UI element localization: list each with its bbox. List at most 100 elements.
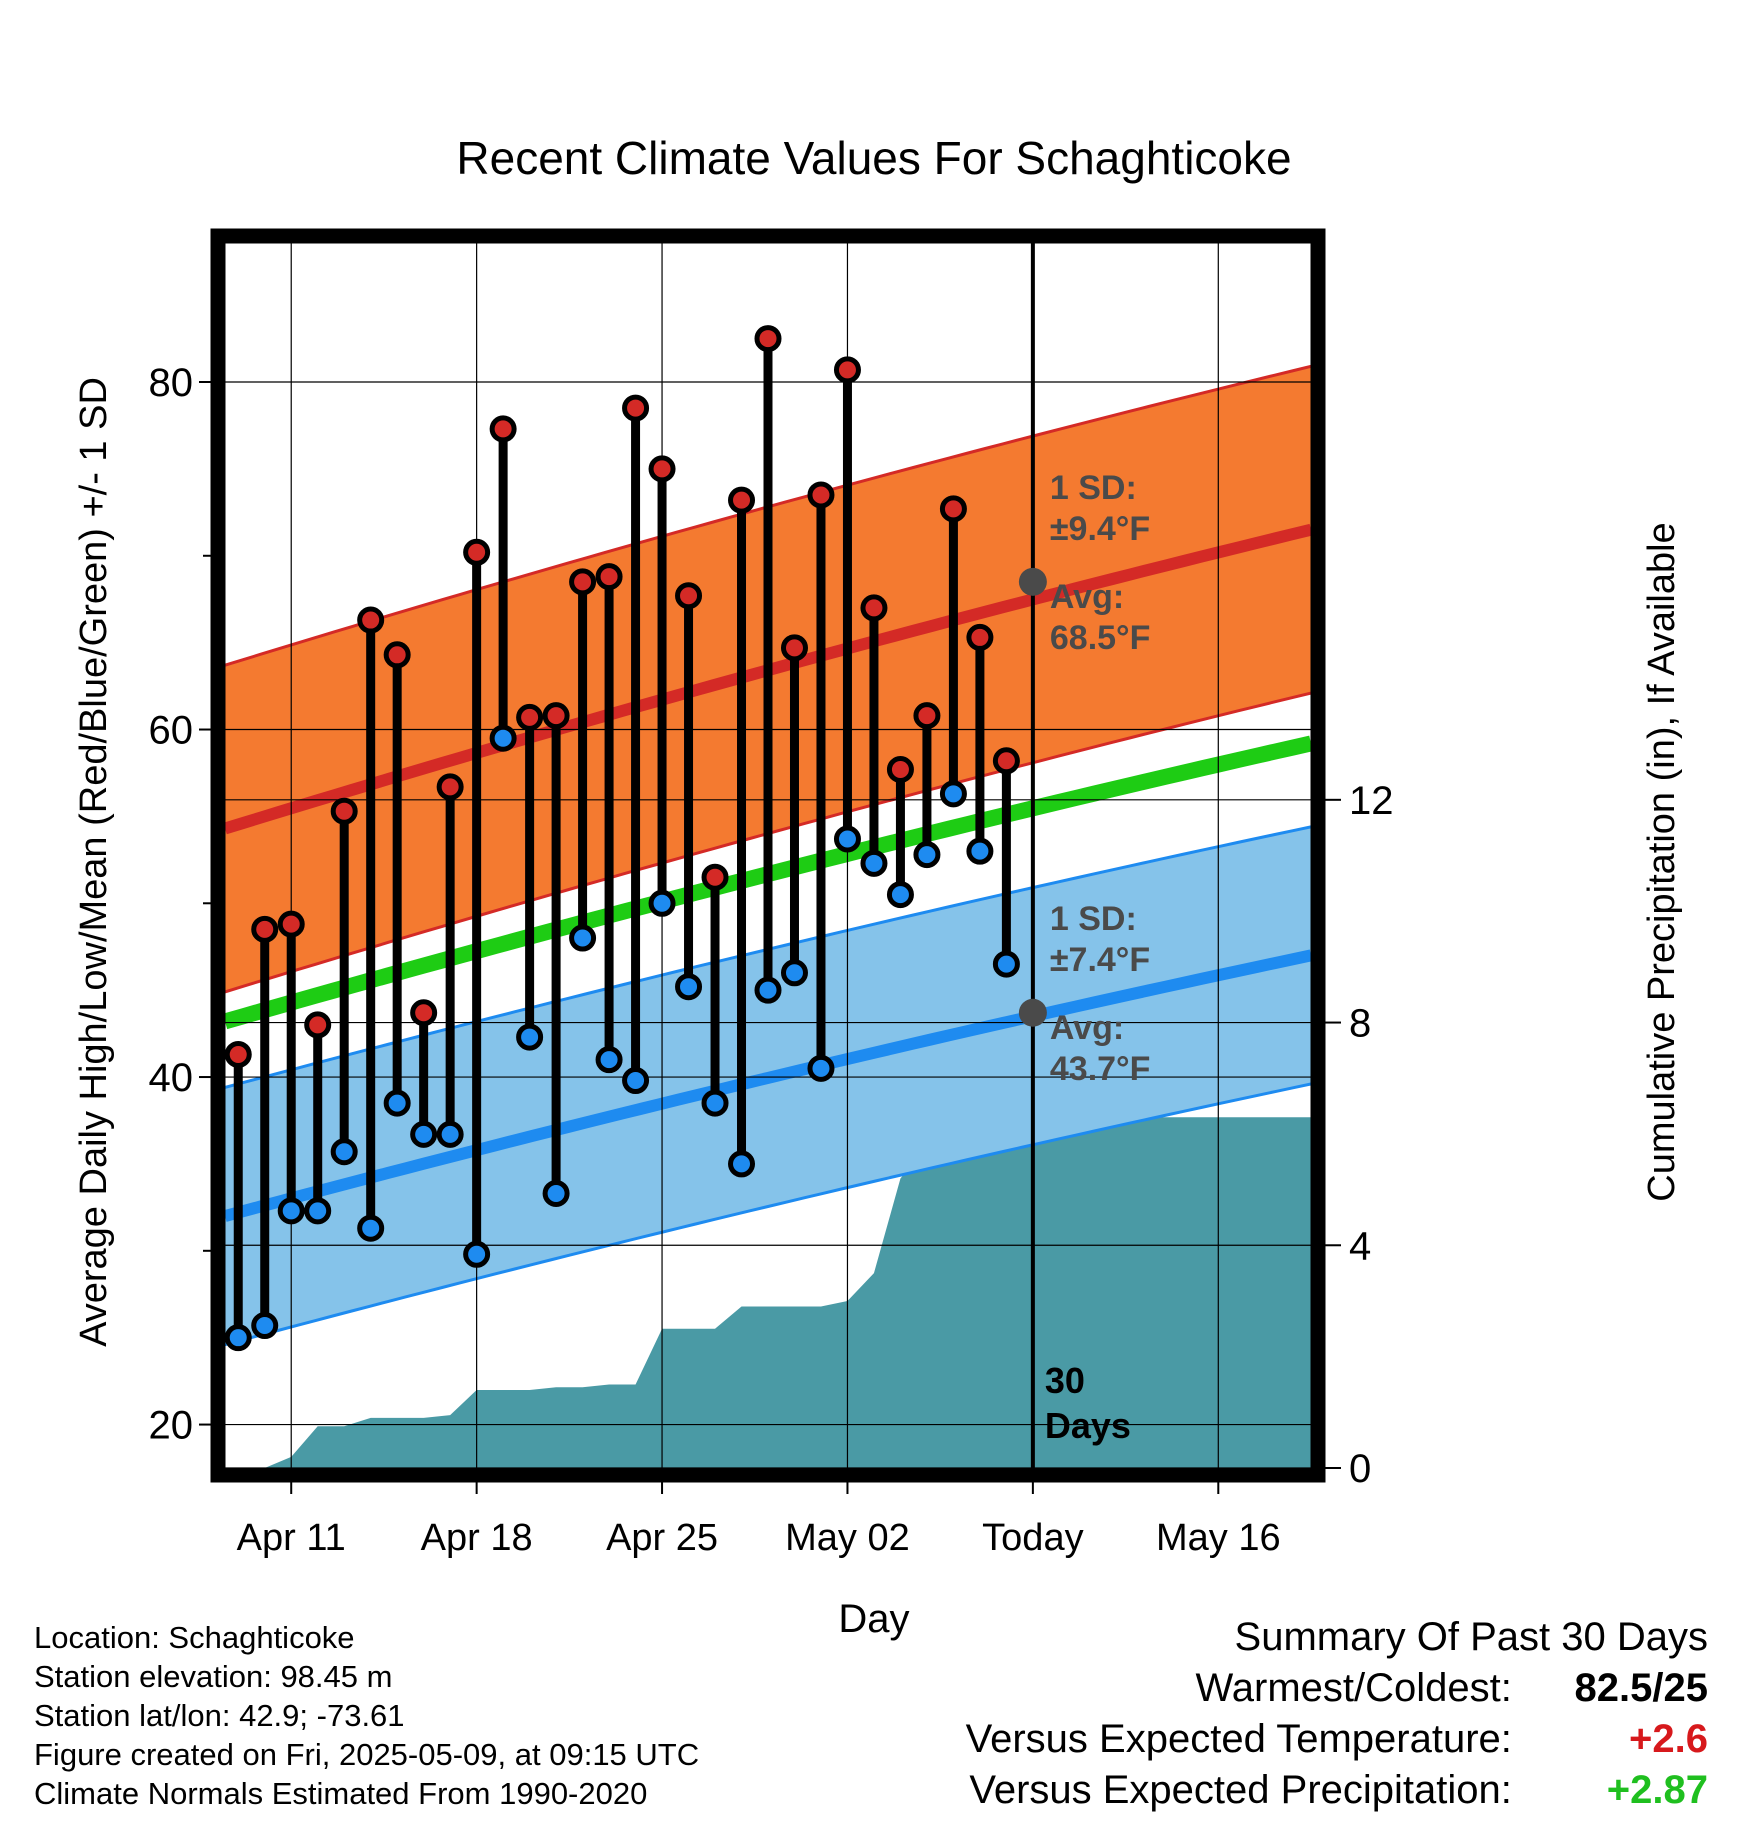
daily-low-point — [410, 1120, 438, 1148]
daily-high-point — [251, 915, 279, 943]
daily-low-point — [542, 1179, 570, 1207]
created-text: Figure created on Fri, 2025-05-09, at 09… — [34, 1737, 700, 1772]
daily-high-point — [436, 773, 464, 801]
low-average-line — [225, 949, 1311, 1222]
plot-area — [225, 243, 1311, 1468]
daily-low-point — [489, 724, 517, 752]
daily-high-point — [357, 606, 385, 634]
temp-departure-row: Versus Expected Temperature: +2.6 — [966, 1714, 1708, 1765]
daily-low-point — [595, 1046, 623, 1074]
high-avg-value: 68.5°F — [1050, 619, 1151, 657]
y-tick-label: 20 — [149, 1404, 194, 1448]
daily-low-point — [383, 1089, 411, 1117]
y-axis-label: Average Daily High/Low/Mean (Red/Blue/Gr… — [73, 377, 115, 1347]
precipitation-area — [225, 1117, 1311, 1468]
x-tick-label: May 16 — [1156, 1517, 1281, 1559]
daily-high-point — [648, 455, 676, 483]
high-avg-label: Avg: — [1050, 578, 1124, 616]
daily-low-point — [675, 973, 703, 1001]
low-avg-label: Avg: — [1050, 1009, 1124, 1047]
warm-cold-row: Warmest/Coldest: 82.5/25 — [966, 1663, 1709, 1714]
x-axis-label: Day — [838, 1597, 909, 1641]
chart-title: Recent Climate Values For Schaghticoke — [456, 132, 1291, 184]
daily-low-point — [886, 881, 914, 909]
daily-low-point — [463, 1240, 491, 1268]
daily-low-point — [966, 837, 994, 865]
daily-low-point — [357, 1214, 385, 1242]
x-tick-label: Apr 18 — [421, 1517, 533, 1559]
daily-low-point — [648, 889, 676, 917]
daily-high-point — [913, 702, 941, 730]
daily-high-point — [992, 747, 1020, 775]
warm-cold-label: Warmest/Coldest: — [1195, 1666, 1512, 1710]
today-days-label: 30 Days — [1045, 1360, 1131, 1446]
daily-low-point — [754, 976, 782, 1004]
today-high-average-point — [1018, 567, 1047, 596]
daily-low-point — [277, 1197, 305, 1225]
daily-high-point — [330, 797, 358, 825]
daily-high-point — [225, 1040, 252, 1068]
daily-high-point — [383, 641, 411, 669]
y-tick-label: 80 — [149, 361, 194, 405]
normals-text: Climate Normals Estimated From 1990-2020 — [34, 1776, 648, 1811]
daily-high-point — [860, 594, 888, 622]
daily-high-point — [489, 415, 517, 443]
y2-tick-label: 8 — [1349, 1002, 1371, 1046]
today-low-average-point — [1018, 998, 1047, 1027]
summary-title: Summary Of Past 30 Days — [1234, 1615, 1708, 1659]
daily-low-point — [436, 1120, 464, 1148]
daily-high-point — [833, 356, 861, 384]
daily-high-point — [410, 999, 438, 1027]
daily-high-point — [569, 568, 597, 596]
y2-tick-label: 4 — [1349, 1224, 1371, 1268]
location-text: Location: Schaghticoke — [34, 1620, 355, 1655]
daily-low-point — [939, 780, 967, 808]
daily-low-point — [780, 959, 808, 987]
y-tick-label: 60 — [149, 709, 194, 753]
today-days-count: 30 — [1045, 1360, 1085, 1401]
daily-low-point — [833, 825, 861, 853]
precip-departure-row: Versus Expected Precipitation: +2.87 — [966, 1765, 1708, 1816]
low-sd-label: 1 SD: — [1050, 900, 1137, 938]
daily-high-point — [886, 755, 914, 783]
daily-high-point — [939, 495, 967, 523]
daily-low-point — [701, 1089, 729, 1117]
y2-tick-label: 0 — [1349, 1447, 1371, 1491]
daily-high-point — [675, 582, 703, 610]
y2-tick-label: 12 — [1349, 779, 1394, 823]
summary-panel: Summary Of Past 30 Days Warmest/Coldest:… — [966, 1612, 1708, 1816]
daily-high-point — [595, 563, 623, 591]
daily-high-point — [701, 863, 729, 891]
precip-departure-value: +2.87 — [1606, 1768, 1708, 1812]
low-sd-band — [225, 826, 1311, 1345]
today-days-unit: Days — [1045, 1405, 1131, 1446]
plot-frame — [210, 228, 1326, 1483]
elevation-text: Station elevation: 98.45 m — [34, 1659, 393, 1694]
daily-high-point — [516, 703, 544, 731]
low-sd-band-lower-edge — [225, 1082, 1311, 1347]
station-info: Location: Schaghticoke Station elevation… — [34, 1618, 699, 1813]
temp-departure-value: +2.6 — [1629, 1717, 1708, 1761]
daily-low-point — [728, 1150, 756, 1178]
daily-low-point — [992, 950, 1020, 978]
daily-high-point — [463, 538, 491, 566]
precip-departure-label: Versus Expected Precipitation: — [969, 1768, 1512, 1812]
daily-high-point — [966, 623, 994, 651]
daily-low-point — [330, 1138, 358, 1166]
x-tick-label: Apr 25 — [606, 1517, 718, 1559]
daily-high-point — [304, 1011, 332, 1039]
daily-low-point — [251, 1312, 279, 1340]
daily-high-point — [807, 481, 835, 509]
daily-low-point — [516, 1023, 544, 1051]
daily-high-point — [754, 325, 782, 353]
daily-low-point — [304, 1197, 332, 1225]
high-sd-label: 1 SD: — [1050, 469, 1137, 507]
temp-departure-label: Versus Expected Temperature: — [965, 1717, 1512, 1761]
daily-low-point — [913, 841, 941, 869]
x-tick-label: Today — [982, 1517, 1083, 1559]
daily-high-point — [622, 394, 650, 422]
high-sd-value: ±9.4°F — [1050, 510, 1150, 548]
x-tick-label: May 02 — [785, 1517, 910, 1559]
low-avg-value: 43.7°F — [1050, 1050, 1151, 1088]
